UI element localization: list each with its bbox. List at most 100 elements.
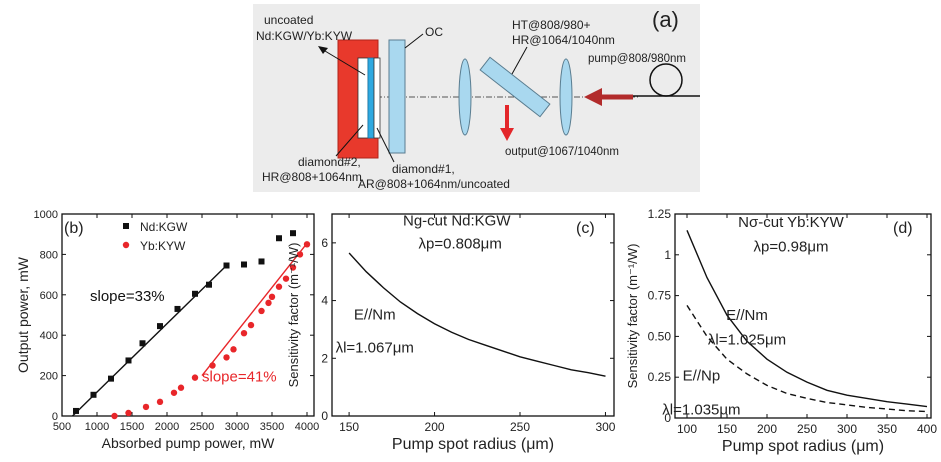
annotation: Ng-cut Nd:KGW bbox=[403, 213, 511, 230]
data-point bbox=[289, 264, 297, 271]
fit-line bbox=[201, 242, 308, 377]
data-point bbox=[230, 346, 237, 353]
x-tick-label: 150 bbox=[339, 420, 359, 434]
x-tick-label: 2000 bbox=[155, 421, 179, 433]
annotation: Nσ-cut Yb:KYW bbox=[738, 214, 845, 231]
legend-marker bbox=[123, 223, 129, 229]
legend-label: Yb:KYW bbox=[140, 239, 186, 253]
data-point bbox=[303, 241, 311, 248]
x-tick-label: 3000 bbox=[225, 421, 249, 433]
output-arrow-head bbox=[500, 128, 514, 141]
annotation: E//Nm bbox=[726, 307, 768, 324]
x-tick-label: 500 bbox=[53, 421, 71, 433]
diamond1-label-2: AR@808+1064nm/uncoated bbox=[358, 177, 510, 191]
crystal-pointer-head bbox=[318, 46, 328, 54]
annotation: E//Np bbox=[683, 367, 721, 384]
plot-frame bbox=[61, 213, 315, 417]
data-point bbox=[111, 412, 118, 420]
x-axis-label: Pump spot radius (μm) bbox=[722, 438, 884, 455]
lens-right bbox=[559, 58, 573, 136]
annotation: λl=1.035μm bbox=[662, 402, 740, 419]
series-line bbox=[686, 230, 928, 408]
data-point bbox=[276, 235, 282, 242]
data-point bbox=[209, 362, 216, 369]
annotation: E//Nm bbox=[354, 306, 396, 323]
y-tick-label: 0 bbox=[52, 411, 58, 423]
annotation: slope=41% bbox=[202, 369, 277, 386]
data-point bbox=[247, 321, 255, 329]
data-point bbox=[206, 281, 212, 288]
y-tick-label: 0 bbox=[321, 409, 328, 423]
data-point bbox=[73, 407, 79, 414]
data-point bbox=[157, 323, 163, 330]
annotation: λp=0.808μm bbox=[419, 236, 502, 253]
data-point bbox=[174, 305, 181, 312]
y-tick-label: 800 bbox=[40, 249, 58, 261]
plot-frame bbox=[674, 213, 932, 419]
diamond2-label-2: HR@808+1064nm bbox=[262, 170, 362, 184]
pump-label: pump@808/980nm bbox=[588, 53, 686, 65]
annotation: slope=33% bbox=[90, 288, 165, 305]
data-point bbox=[90, 391, 97, 398]
panel-c-chart: 150 200 250 300 0 2 4 6 Pump spot radius (μm) Sen… bbox=[286, 213, 616, 453]
x-tick-label: 1000 bbox=[85, 421, 109, 433]
diamond2-label-1: diamond#2, bbox=[298, 155, 361, 169]
series-line bbox=[686, 305, 928, 413]
output-label: output@1067/1040nm bbox=[505, 146, 619, 158]
x-tick-label: 200 bbox=[425, 420, 445, 434]
y-tick-label: 1000 bbox=[34, 209, 58, 221]
y-tick-label: 600 bbox=[40, 290, 58, 302]
y-tick-label: 0.75 bbox=[648, 289, 672, 303]
annotation: λp=0.98μm bbox=[754, 239, 829, 256]
plot-frame bbox=[331, 213, 615, 417]
x-tick-label: 4000 bbox=[295, 421, 319, 433]
mirror-pointer bbox=[511, 46, 528, 75]
y-tick-label: 400 bbox=[40, 330, 58, 342]
panel-b-chart: 500 1000 1500 2000 2500 3000 3500 4000 0 200 400 60… bbox=[15, 209, 319, 451]
fit-line bbox=[72, 265, 227, 417]
y-tick-label: 0.25 bbox=[648, 370, 672, 384]
data-point bbox=[240, 329, 248, 337]
diamond1-label-1: diamond#1, bbox=[392, 162, 455, 176]
data-point bbox=[258, 307, 265, 315]
crystal-label-2: Nd:KGW/Yb:KYW bbox=[256, 29, 353, 43]
legend-label: Nd:KGW bbox=[140, 220, 188, 234]
y-axis-label: Sensitivity factor (m⁻¹/W) bbox=[625, 244, 640, 389]
oc-pointer bbox=[404, 33, 424, 49]
legend-marker bbox=[122, 241, 130, 249]
x-tick-label: 200 bbox=[757, 422, 777, 436]
y-tick-label: 200 bbox=[40, 371, 58, 383]
data-point bbox=[282, 275, 290, 282]
diamond2-pointer bbox=[335, 124, 364, 157]
oc-label: OC bbox=[425, 25, 443, 39]
data-point bbox=[125, 409, 132, 417]
y-tick-label: 0 bbox=[664, 411, 671, 425]
diamond-2-plate bbox=[357, 57, 369, 139]
data-point bbox=[125, 357, 132, 364]
y-tick-label: 1.25 bbox=[648, 207, 672, 221]
dichroic-mirror bbox=[479, 56, 551, 118]
crystal-pointer bbox=[319, 47, 366, 76]
y-tick-label: 4 bbox=[321, 294, 328, 308]
data-point bbox=[156, 398, 164, 406]
mirror-label-2: HR@1064/1040nm bbox=[512, 33, 615, 47]
x-axis-label: Absorbed pump power, mW bbox=[102, 435, 276, 451]
data-point bbox=[258, 258, 265, 265]
y-tick-label: 6 bbox=[321, 236, 328, 250]
crystal-label-1: uncoated bbox=[264, 13, 313, 27]
data-point bbox=[296, 251, 304, 258]
x-tick-label: 350 bbox=[877, 422, 897, 436]
data-point bbox=[268, 293, 276, 301]
data-point bbox=[223, 354, 230, 361]
output-coupler bbox=[388, 39, 406, 154]
y-tick-label: 2 bbox=[321, 351, 328, 365]
data-point bbox=[108, 375, 114, 382]
panel-label: (c) bbox=[576, 220, 595, 237]
x-axis-label: Pump spot radius (μm) bbox=[392, 436, 554, 453]
x-tick-label: 2500 bbox=[190, 421, 214, 433]
y-axis-label: Output power, mW bbox=[15, 256, 31, 373]
data-point bbox=[192, 290, 198, 297]
panel-label: (d) bbox=[893, 220, 913, 237]
y-axis-label: Sensitivity factor (m⁻¹/W) bbox=[286, 243, 301, 388]
